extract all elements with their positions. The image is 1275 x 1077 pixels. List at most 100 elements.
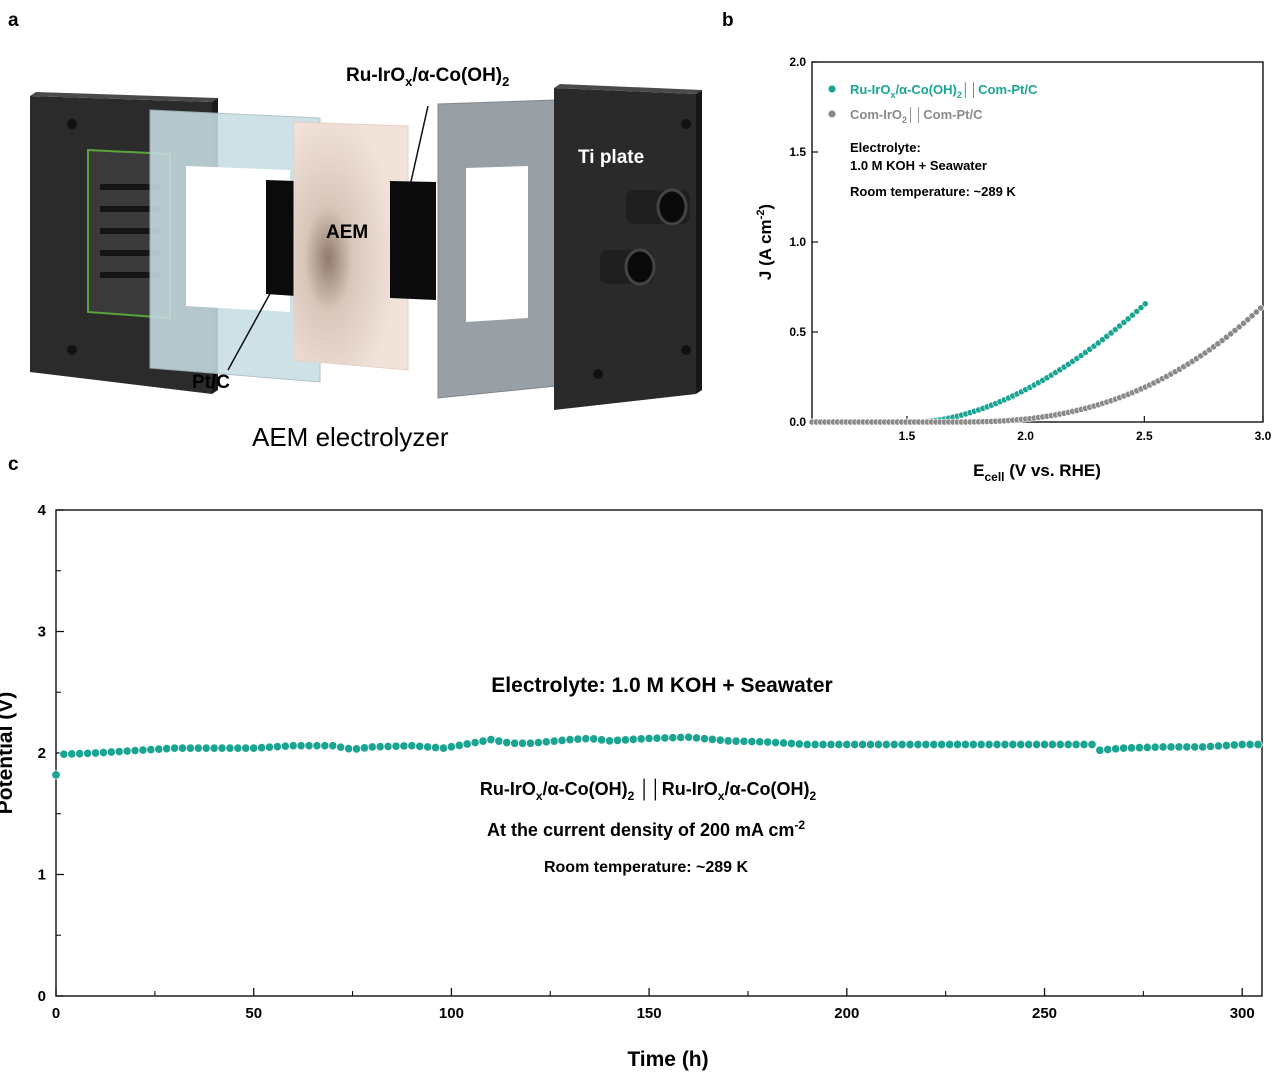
polarization-x-tick-label: 1.5 [899,429,916,443]
stability-point [83,748,93,758]
stability-point [565,735,575,745]
stability-point [763,737,773,747]
stability-point [415,741,425,751]
stability-point [779,738,789,748]
stability-point [1039,739,1050,750]
stability-point [952,739,963,750]
stability-point [549,736,559,746]
stability-point [510,738,520,748]
stability-point [1047,739,1057,750]
stability-point [945,739,955,750]
stability-point [865,739,876,750]
stability-y-tick-label: 0 [38,988,46,1005]
stability-point [605,736,615,746]
stability-point [1119,743,1129,753]
com-series-point [1252,308,1260,316]
stability-point [280,741,290,751]
stability-point [897,739,907,750]
stability-note-pair: Ru-IrOx/α-Co(OH)2 ││Ru-IrOx/α-Co(OH)2 [480,778,817,803]
ru-series-point [1141,300,1149,308]
stability-y-tick-label: 2 [38,745,46,762]
stability-point [929,739,939,750]
polarization-note-2: 1.0 M KOH + Seawater [850,158,987,173]
stability-point [51,770,61,780]
stability-y-tick-label: 1 [38,867,46,884]
gray-gasket-window [466,166,528,322]
stability-point [288,741,298,751]
stability-point [304,741,314,751]
stability-point [90,748,101,758]
stability-point [407,741,417,751]
stability-point [692,733,702,743]
stability-point [612,735,623,745]
stability-point [462,739,472,749]
stability-point [976,739,986,750]
polarization-y-tick-label: 0.5 [789,325,806,339]
stability-x-tick-label: 250 [1032,1005,1057,1022]
stability-point [154,744,164,754]
stability-point [225,743,235,753]
stability-point [257,743,267,753]
stability-point [170,743,180,753]
stability-point [794,739,804,749]
stability-point [1190,742,1200,752]
stability-point [802,739,812,750]
stability-point [573,734,583,744]
diagram-title: AEM electrolyzer [252,422,449,452]
stability-point [162,744,172,754]
stability-point [177,743,188,753]
stability-point [723,736,733,746]
polarization-x-axis-label: Ecell (V vs. RHE) [973,461,1101,484]
stability-ticks: 0 50 100 150 200 250 300 0 1 2 3 4 [38,502,1255,1022]
stability-point [1087,739,1097,750]
stability-point [1237,739,1247,750]
stability-point [367,742,377,752]
polarization-y-tick-label: 0.0 [789,415,806,429]
com-series-point [1244,316,1252,323]
stability-point [1111,744,1121,754]
stability-point [470,738,480,748]
legend-label-ru: Ru-IrOx/α-Co(OH)2││Com-Pt/C [850,82,1038,100]
stability-point [98,747,108,758]
stability-point [826,739,836,750]
anode-catalyst-label: Ru-IrOx/α-Co(OH)2 [346,65,509,89]
ru-series-point [1120,319,1128,326]
stability-note-current: At the current density of 200 mA cm-2 [487,818,805,840]
stability-point [739,736,749,746]
ti-plate-label: Ti plate [578,147,644,168]
stability-point [438,743,449,753]
stability-y-tick-label: 3 [38,624,46,641]
stability-point [968,739,978,750]
stability-point [771,738,781,748]
stability-point [1032,739,1042,750]
stability-point [541,737,551,747]
stability-point [138,745,148,755]
stability-point [423,742,433,752]
stability-point [106,747,116,757]
stability-point [320,741,330,751]
stability-point [201,743,211,753]
stability-point [1079,739,1089,750]
anode-catalyst-leader [409,105,429,187]
stability-point [1213,741,1224,751]
legend-marker-ru [828,85,836,93]
polarization-ticks: 1.5 2.0 2.5 3.0 0.0 0.5 1.0 1.5 2.0 [789,55,1271,443]
stability-point [114,746,124,757]
stability-point [1095,745,1105,755]
stability-point [1253,739,1263,750]
stability-point [1134,743,1144,753]
stability-point [905,739,915,750]
stability-point [75,749,85,759]
stability-point [850,739,860,750]
stability-point [1221,740,1231,751]
stability-point [431,742,441,753]
legend-marker-com [828,110,836,118]
stability-point [873,739,884,750]
stability-point [1245,739,1255,750]
polarization-x-tick-label: 3.0 [1255,429,1272,443]
stability-series [51,732,1263,780]
polarization-y-tick-label: 2.0 [789,55,806,69]
stability-point [351,744,362,754]
stability-point [1142,742,1152,752]
stability-point [130,746,140,756]
